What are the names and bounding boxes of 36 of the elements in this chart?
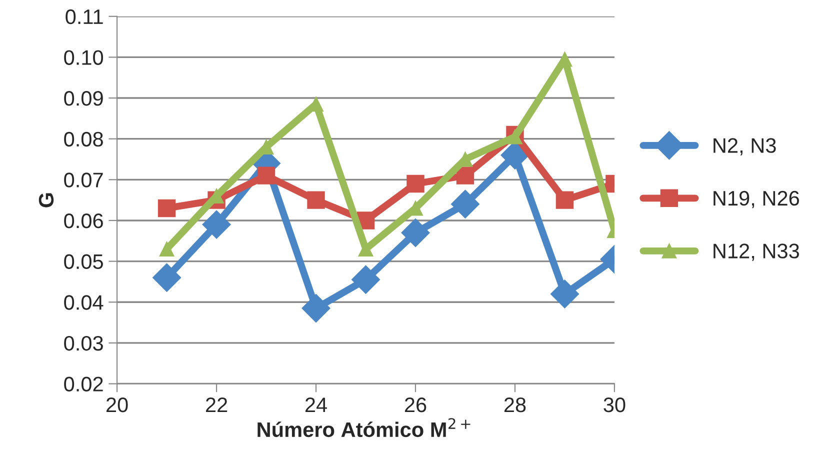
point [450, 190, 480, 218]
x-axis-title: Número Atómico M$^{2+}$ [258, 418, 470, 438]
x-tick-label: 30 [604, 398, 626, 412]
point [202, 210, 231, 239]
y-tick-label: 0.10 [64, 50, 104, 65]
x-tick-label: 26 [404, 398, 426, 412]
y-tick-label: 0.02 [64, 376, 103, 392]
y-axis-title: G [38, 193, 54, 208]
point [456, 166, 474, 184]
y-tick-label: 0.11 [66, 9, 103, 24]
point [351, 265, 380, 294]
point [401, 218, 430, 247]
y-tick-label: 0.08 [64, 132, 103, 147]
point [508, 129, 522, 144]
point [406, 174, 424, 193]
y-tick-label: 0.03 [64, 336, 103, 351]
legend-label: N19, N26 [714, 190, 800, 208]
y-tick-label: 0.05 [64, 254, 103, 270]
x-tick-label: 20 [106, 398, 128, 412]
point [152, 263, 182, 292]
legend-label: N2, N3 [714, 138, 776, 156]
y-tick-label: 0.07 [64, 172, 103, 188]
point [302, 294, 330, 323]
point [158, 199, 176, 218]
y-tick-label: 0.06 [64, 213, 103, 228]
x-tick-label: 24 [305, 398, 327, 412]
point [556, 191, 574, 209]
legend-label: N12, N33 [714, 244, 800, 261]
point [550, 280, 579, 308]
point [257, 166, 276, 184]
x-tick-label: 22 [206, 398, 228, 412]
point [307, 191, 325, 209]
y-tick-label: 0.09 [64, 91, 103, 106]
point [159, 242, 174, 257]
y-tick-label: 0.04 [64, 295, 104, 310]
x-tick-label: 28 [504, 398, 526, 412]
